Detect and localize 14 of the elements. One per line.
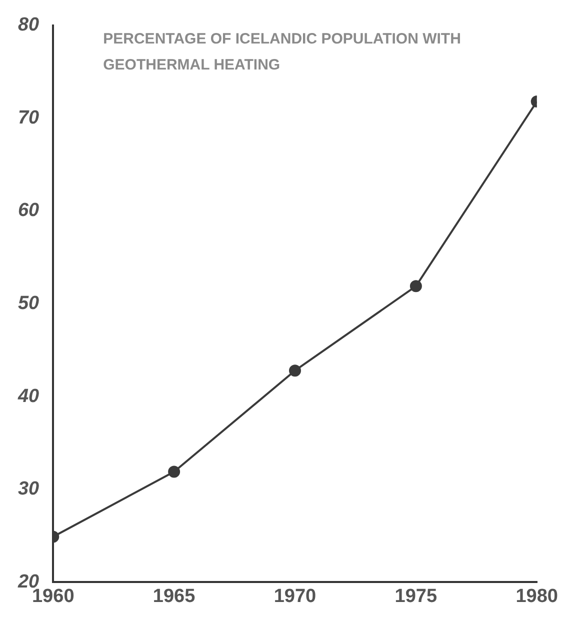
- y-tick-label: 80: [18, 14, 40, 36]
- point: [410, 280, 422, 292]
- y-tick-label: 60: [18, 200, 40, 222]
- x-tick-label: 1970: [274, 586, 316, 607]
- text: PERCENTAGE OF ICELANDIC POPULATION WITH GEOTHERMAL HEATING: [103, 30, 461, 74]
- x-tick-label: 1965: [152, 586, 196, 607]
- y-tick-label: 50: [18, 293, 40, 314]
- y-tick-label: 30: [18, 478, 40, 500]
- point: [289, 364, 301, 377]
- point: [168, 466, 180, 478]
- y-tick-label: 40: [16, 386, 40, 407]
- x-tick-label: 1980: [516, 586, 558, 607]
- y-tick-label: 70: [18, 107, 40, 128]
- x-tick-label: 1975: [394, 586, 438, 607]
